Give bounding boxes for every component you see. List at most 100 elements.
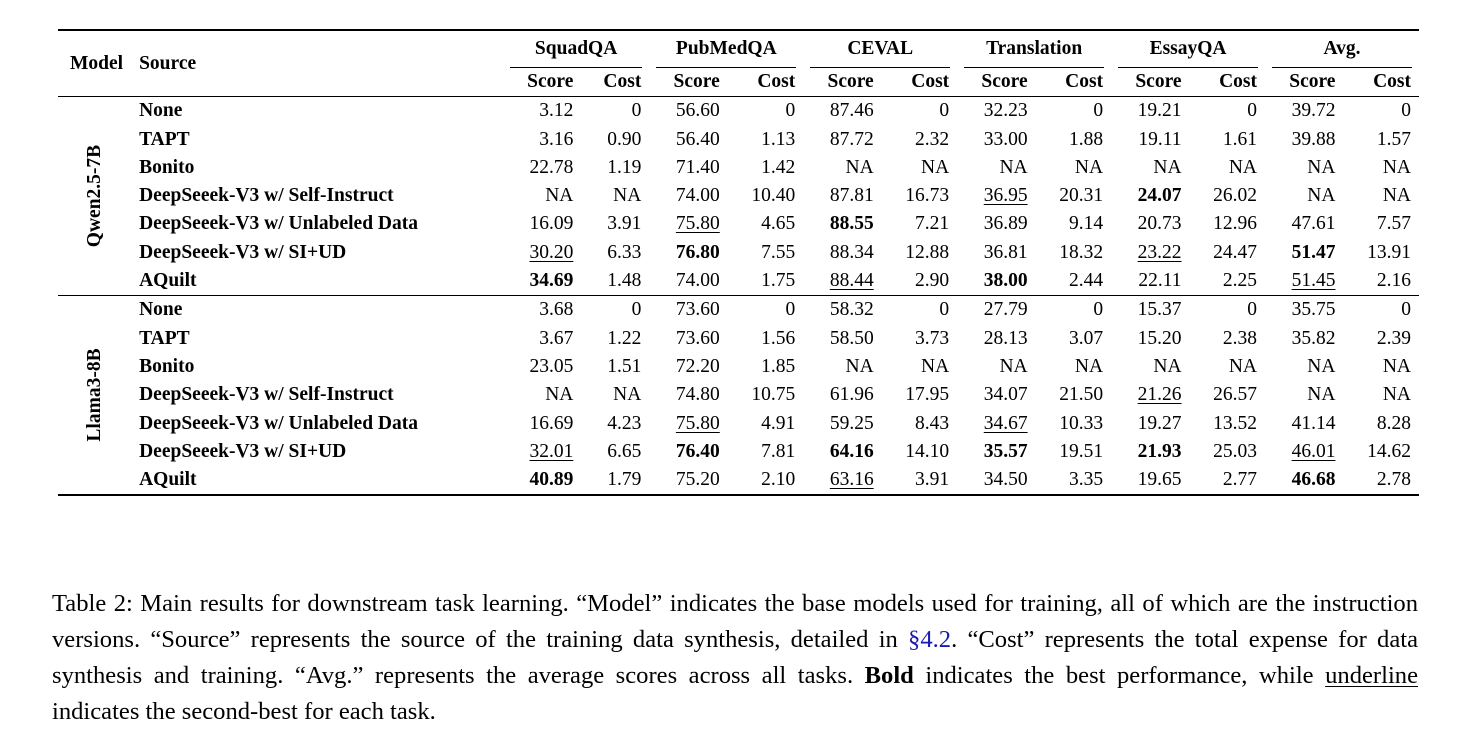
cost-cell: 7.21 bbox=[882, 210, 957, 238]
cell-value: 7.57 bbox=[1376, 213, 1411, 235]
cell-value: 58.50 bbox=[829, 327, 874, 349]
cost-cell: 7.55 bbox=[728, 239, 803, 267]
cell-value: 15.20 bbox=[1137, 327, 1182, 349]
cell-value: 0 bbox=[1093, 299, 1104, 321]
cost-cell: 8.43 bbox=[882, 410, 957, 438]
cell-value: 33.00 bbox=[983, 128, 1028, 150]
score-cell: 34.69 bbox=[503, 267, 581, 296]
cell-value: 35.75 bbox=[1291, 299, 1336, 321]
cost-cell: 1.61 bbox=[1190, 126, 1265, 154]
cost-cell: 3.91 bbox=[581, 210, 649, 238]
score-cell: 3.16 bbox=[503, 126, 581, 154]
cell-value: NA bbox=[921, 156, 950, 178]
score-cell: 51.45 bbox=[1265, 267, 1343, 296]
score-cell: 87.46 bbox=[803, 96, 882, 126]
cost-cell: 13.52 bbox=[1190, 410, 1265, 438]
score-cell: 75.20 bbox=[649, 466, 728, 497]
cell-value: 36.89 bbox=[983, 213, 1028, 235]
score-cell: NA bbox=[957, 353, 1035, 381]
cell-value: NA bbox=[1382, 355, 1411, 377]
score-cell: NA bbox=[503, 381, 581, 409]
cell-value: 76.40 bbox=[675, 440, 720, 462]
cell-value: 2.25 bbox=[1222, 270, 1258, 292]
cell-value: 1.61 bbox=[1222, 128, 1258, 150]
cost-cell: 0 bbox=[1035, 96, 1112, 126]
table-row: TAPT 3.16 0.90 56.40 1.13 87.72 2.32 33.00 1.88 1… bbox=[58, 126, 1419, 154]
cell-value: 76.80 bbox=[675, 241, 720, 263]
section-reference-link[interactable]: §4.2 bbox=[908, 625, 952, 653]
cost-cell: 1.48 bbox=[581, 267, 649, 296]
cost-cell: 3.91 bbox=[881, 466, 958, 497]
cell-value: NA bbox=[613, 185, 642, 207]
cell-value: 34.67 bbox=[983, 412, 1028, 434]
caption-underline-word: underline bbox=[1325, 662, 1418, 689]
score-cell: 33.00 bbox=[957, 126, 1035, 154]
cell-value: 59.25 bbox=[829, 412, 874, 434]
score-cell: 15.20 bbox=[1111, 325, 1189, 353]
cell-value: NA bbox=[1307, 185, 1336, 207]
score-cell: 73.60 bbox=[649, 295, 728, 325]
score-cell: 30.20 bbox=[503, 239, 581, 267]
cell-value: 75.80 bbox=[675, 213, 720, 235]
cell-value: 19.65 bbox=[1137, 469, 1182, 491]
score-cell: 34.07 bbox=[957, 381, 1035, 409]
score-cell: 47.61 bbox=[1265, 210, 1343, 238]
cell-value: 36.95 bbox=[983, 185, 1028, 207]
cell-value: 7.81 bbox=[761, 440, 796, 462]
cell-value: NA bbox=[845, 355, 874, 377]
cost-cell: 10.40 bbox=[728, 182, 803, 210]
cell-value: 1.85 bbox=[761, 355, 796, 377]
cost-cell: NA bbox=[882, 154, 957, 182]
table-row: DeepSeeek-V3 w/ Unlabeled Data 16.09 3.91 7… bbox=[58, 210, 1419, 238]
cost-cell: 20.31 bbox=[1036, 182, 1111, 210]
cost-cell: 14.10 bbox=[882, 438, 957, 466]
score-cell: 75.80 bbox=[649, 210, 727, 238]
caption-bold-word: Bold bbox=[864, 662, 914, 689]
cost-cell: 0.90 bbox=[581, 126, 649, 154]
cell-value: 6.33 bbox=[607, 241, 642, 263]
cell-value: 22.11 bbox=[1138, 270, 1182, 292]
cell-value: 1.48 bbox=[607, 270, 642, 292]
group-header: SquadQA bbox=[502, 29, 650, 68]
cell-value: 46.01 bbox=[1291, 440, 1336, 462]
cell-value: 2.39 bbox=[1376, 327, 1411, 349]
cost-cell: NA bbox=[581, 182, 649, 210]
model-header: Model bbox=[58, 29, 132, 97]
score-cell: 3.12 bbox=[502, 96, 582, 126]
cell-value: 2.10 bbox=[761, 469, 796, 491]
cell-value: 87.72 bbox=[829, 128, 874, 150]
source-cell: DeepSeeek-V3 w/ Self-Instruct bbox=[139, 384, 394, 406]
score-cell: 34.50 bbox=[957, 466, 1036, 497]
cell-value: 19.21 bbox=[1137, 100, 1182, 122]
cell-value: 21.26 bbox=[1137, 384, 1182, 406]
cost-cell: 0 bbox=[1035, 295, 1112, 325]
cost-cell: 1.42 bbox=[728, 154, 803, 182]
cell-value: 0 bbox=[1093, 100, 1104, 122]
cell-value: 87.81 bbox=[829, 185, 874, 207]
source-cell: None bbox=[131, 295, 503, 325]
cell-value: 8.28 bbox=[1376, 412, 1411, 434]
cell-value: 34.07 bbox=[983, 384, 1028, 406]
cell-value: NA bbox=[1153, 156, 1182, 178]
table-row: Qwen2.5-7B None 3.12 0 56.60 0 87.46 0 32.23 0 19.… bbox=[58, 96, 1419, 296]
cell-value: 3.73 bbox=[915, 327, 950, 349]
score-cell: 76.80 bbox=[649, 239, 727, 267]
score-cell: 21.26 bbox=[1111, 381, 1189, 409]
cost-cell: 6.33 bbox=[581, 239, 649, 267]
cell-value: 3.12 bbox=[539, 100, 574, 122]
cell-value: NA bbox=[1307, 384, 1336, 406]
cell-value: 88.34 bbox=[829, 241, 874, 263]
source-cell: Bonito bbox=[139, 355, 195, 377]
score-cell: 76.40 bbox=[649, 438, 727, 466]
cost-cell: 7.57 bbox=[1343, 210, 1419, 238]
source-cell: TAPT bbox=[139, 128, 190, 150]
score-cell: 51.47 bbox=[1265, 239, 1343, 267]
score-cell: 88.55 bbox=[803, 210, 881, 238]
cost-cell: 6.65 bbox=[581, 438, 649, 466]
cell-value: 19.27 bbox=[1137, 412, 1182, 434]
score-cell: 32.01 bbox=[503, 438, 581, 466]
score-cell: 73.60 bbox=[649, 325, 727, 353]
cell-value: 34.50 bbox=[983, 469, 1028, 491]
score-cell: 16.09 bbox=[503, 210, 581, 238]
cell-value: 38.00 bbox=[983, 270, 1028, 292]
